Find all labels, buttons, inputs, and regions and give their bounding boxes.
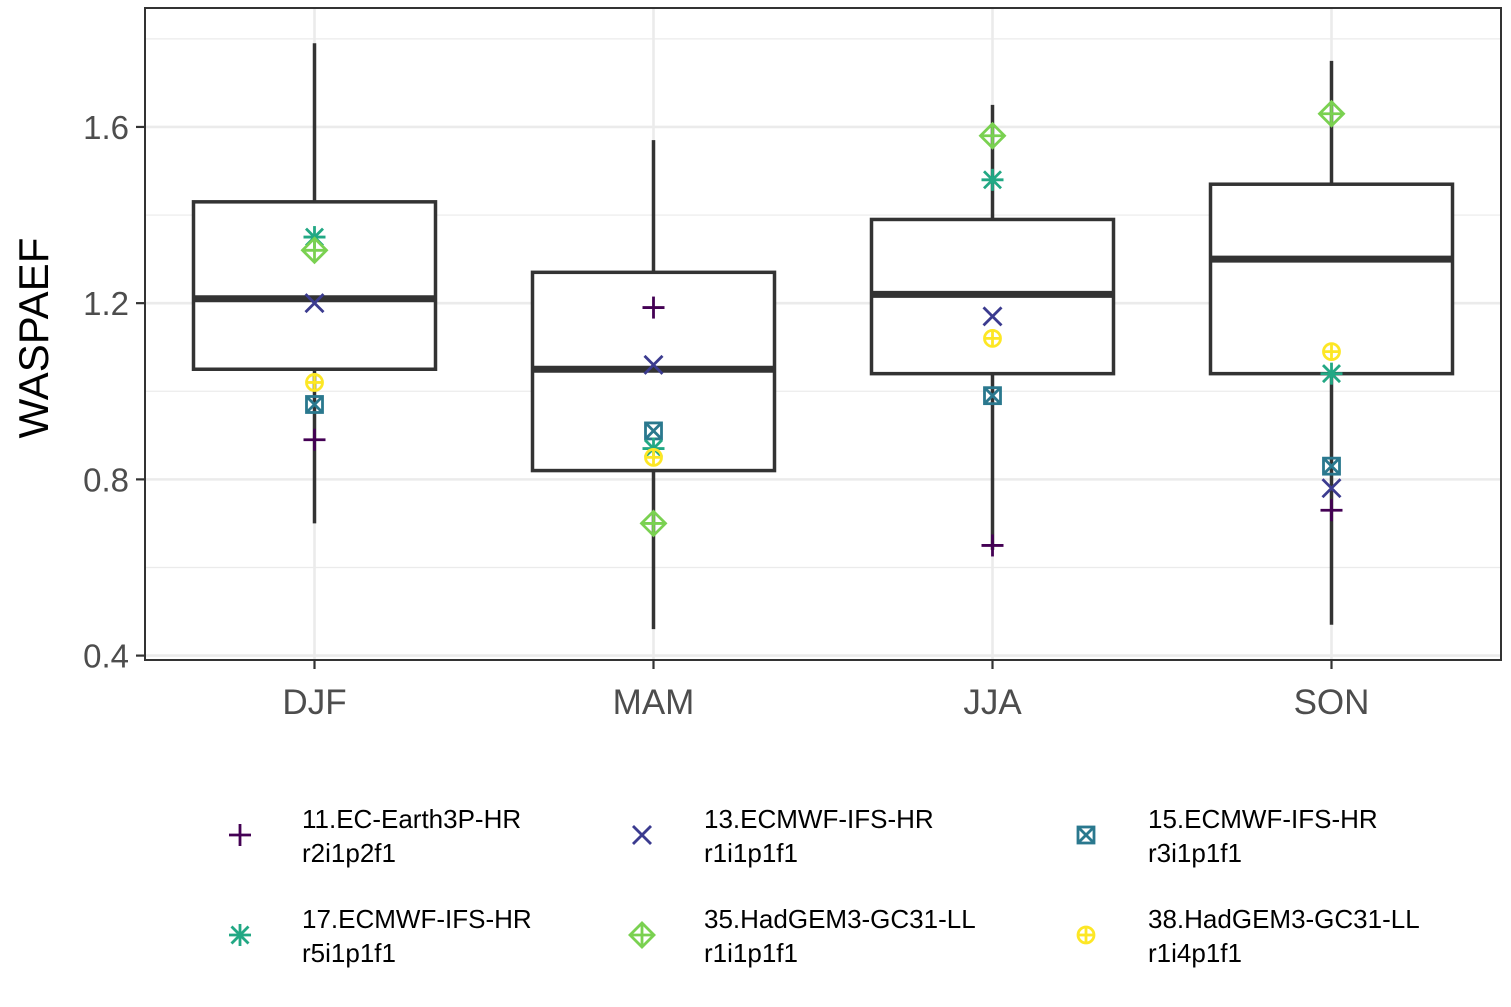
legend-key-icon — [1076, 825, 1096, 845]
legend-item: 11.EC-Earth3P-HR r2i1p2f1 — [229, 804, 521, 868]
model-points — [300, 99, 1346, 557]
point-series-5-son — [1317, 99, 1346, 128]
legend-key-icon — [632, 825, 652, 845]
point-series-1-djf — [303, 428, 326, 451]
point-series-2-son — [1321, 478, 1342, 499]
point-series-6-son — [1322, 342, 1341, 362]
legend-member-id: r2i1p2f1 — [302, 838, 396, 868]
iqr-box — [1208, 182, 1455, 376]
legend-key-icon — [1076, 925, 1096, 945]
point-series-6-mam — [644, 447, 663, 467]
point-series-2-mam — [643, 354, 664, 375]
legend-model-name: 11.EC-Earth3P-HR — [302, 804, 521, 834]
point-series-6-jja — [983, 329, 1002, 348]
legend-model-name: 17.ECMWF-IFS-HR — [302, 904, 532, 934]
y-tick-label: 0.4 — [83, 638, 129, 675]
legend-model-name: 13.ECMWF-IFS-HR — [704, 804, 934, 834]
point-series-3-djf — [305, 395, 324, 414]
legend-member-id: r1i1p1f1 — [704, 838, 798, 868]
legend-item: 35.HadGEM3-GC31-LL r1i1p1f1 — [628, 904, 976, 968]
legend-member-id: r5i1p1f1 — [302, 938, 396, 968]
axes: 0.4 0.8 1.2 1.6 DJF MAM JJA SON — [83, 109, 1369, 722]
point-series-4-son — [1320, 362, 1343, 385]
x-tick-label: SON — [1294, 683, 1370, 722]
point-series-1-jja — [981, 534, 1004, 557]
x-tick-label: JJA — [963, 683, 1022, 722]
y-tick-label: 1.2 — [83, 285, 129, 322]
point-series-1-son — [1320, 499, 1343, 522]
point-series-2-jja — [982, 306, 1003, 327]
y-tick-label: 0.8 — [83, 461, 129, 498]
point-series-5-mam — [639, 509, 668, 538]
x-tick-label: DJF — [282, 683, 346, 722]
legend-item: 38.HadGEM3-GC31-LL r1i4p1f1 — [1076, 904, 1420, 968]
legend-model-name: 35.HadGEM3-GC31-LL — [704, 904, 976, 934]
x-tick-label: MAM — [613, 683, 695, 722]
point-series-3-jja — [983, 386, 1002, 406]
point-series-3-son — [1322, 456, 1341, 476]
legend-item: 17.ECMWF-IFS-HR r5i1p1f1 — [229, 904, 532, 968]
point-series-5-jja — [978, 121, 1007, 150]
point-series-6-djf — [305, 373, 324, 392]
legend: 11.EC-Earth3P-HR r2i1p2f1 13.ECMWF-IFS-HR r… — [229, 804, 1420, 968]
boxplot-jja — [869, 104, 1116, 550]
legend-item: 13.ECMWF-IFS-HR r1i1p1f1 — [632, 804, 934, 868]
point-series-2-djf — [304, 293, 325, 314]
legend-item: 15.ECMWF-IFS-HR r3i1p1f1 — [1076, 804, 1378, 868]
legend-member-id: r1i1p1f1 — [704, 938, 798, 968]
legend-member-id: r3i1p1f1 — [1148, 838, 1242, 868]
y-tick-label: 1.6 — [83, 109, 129, 146]
y-axis-title: WASPAEF — [10, 238, 57, 439]
legend-member-id: r1i4p1f1 — [1148, 938, 1242, 968]
legend-key-icon — [229, 824, 251, 846]
point-series-4-jja — [981, 168, 1004, 191]
legend-key-icon — [628, 921, 656, 949]
legend-model-name: 15.ECMWF-IFS-HR — [1148, 804, 1378, 834]
legend-key-icon — [229, 924, 251, 946]
point-series-1-mam — [642, 296, 665, 319]
legend-model-name: 38.HadGEM3-GC31-LL — [1148, 904, 1420, 934]
point-series-5-djf — [300, 236, 329, 265]
panel-border — [144, 7, 1502, 661]
boxplot-son — [1208, 60, 1455, 625]
